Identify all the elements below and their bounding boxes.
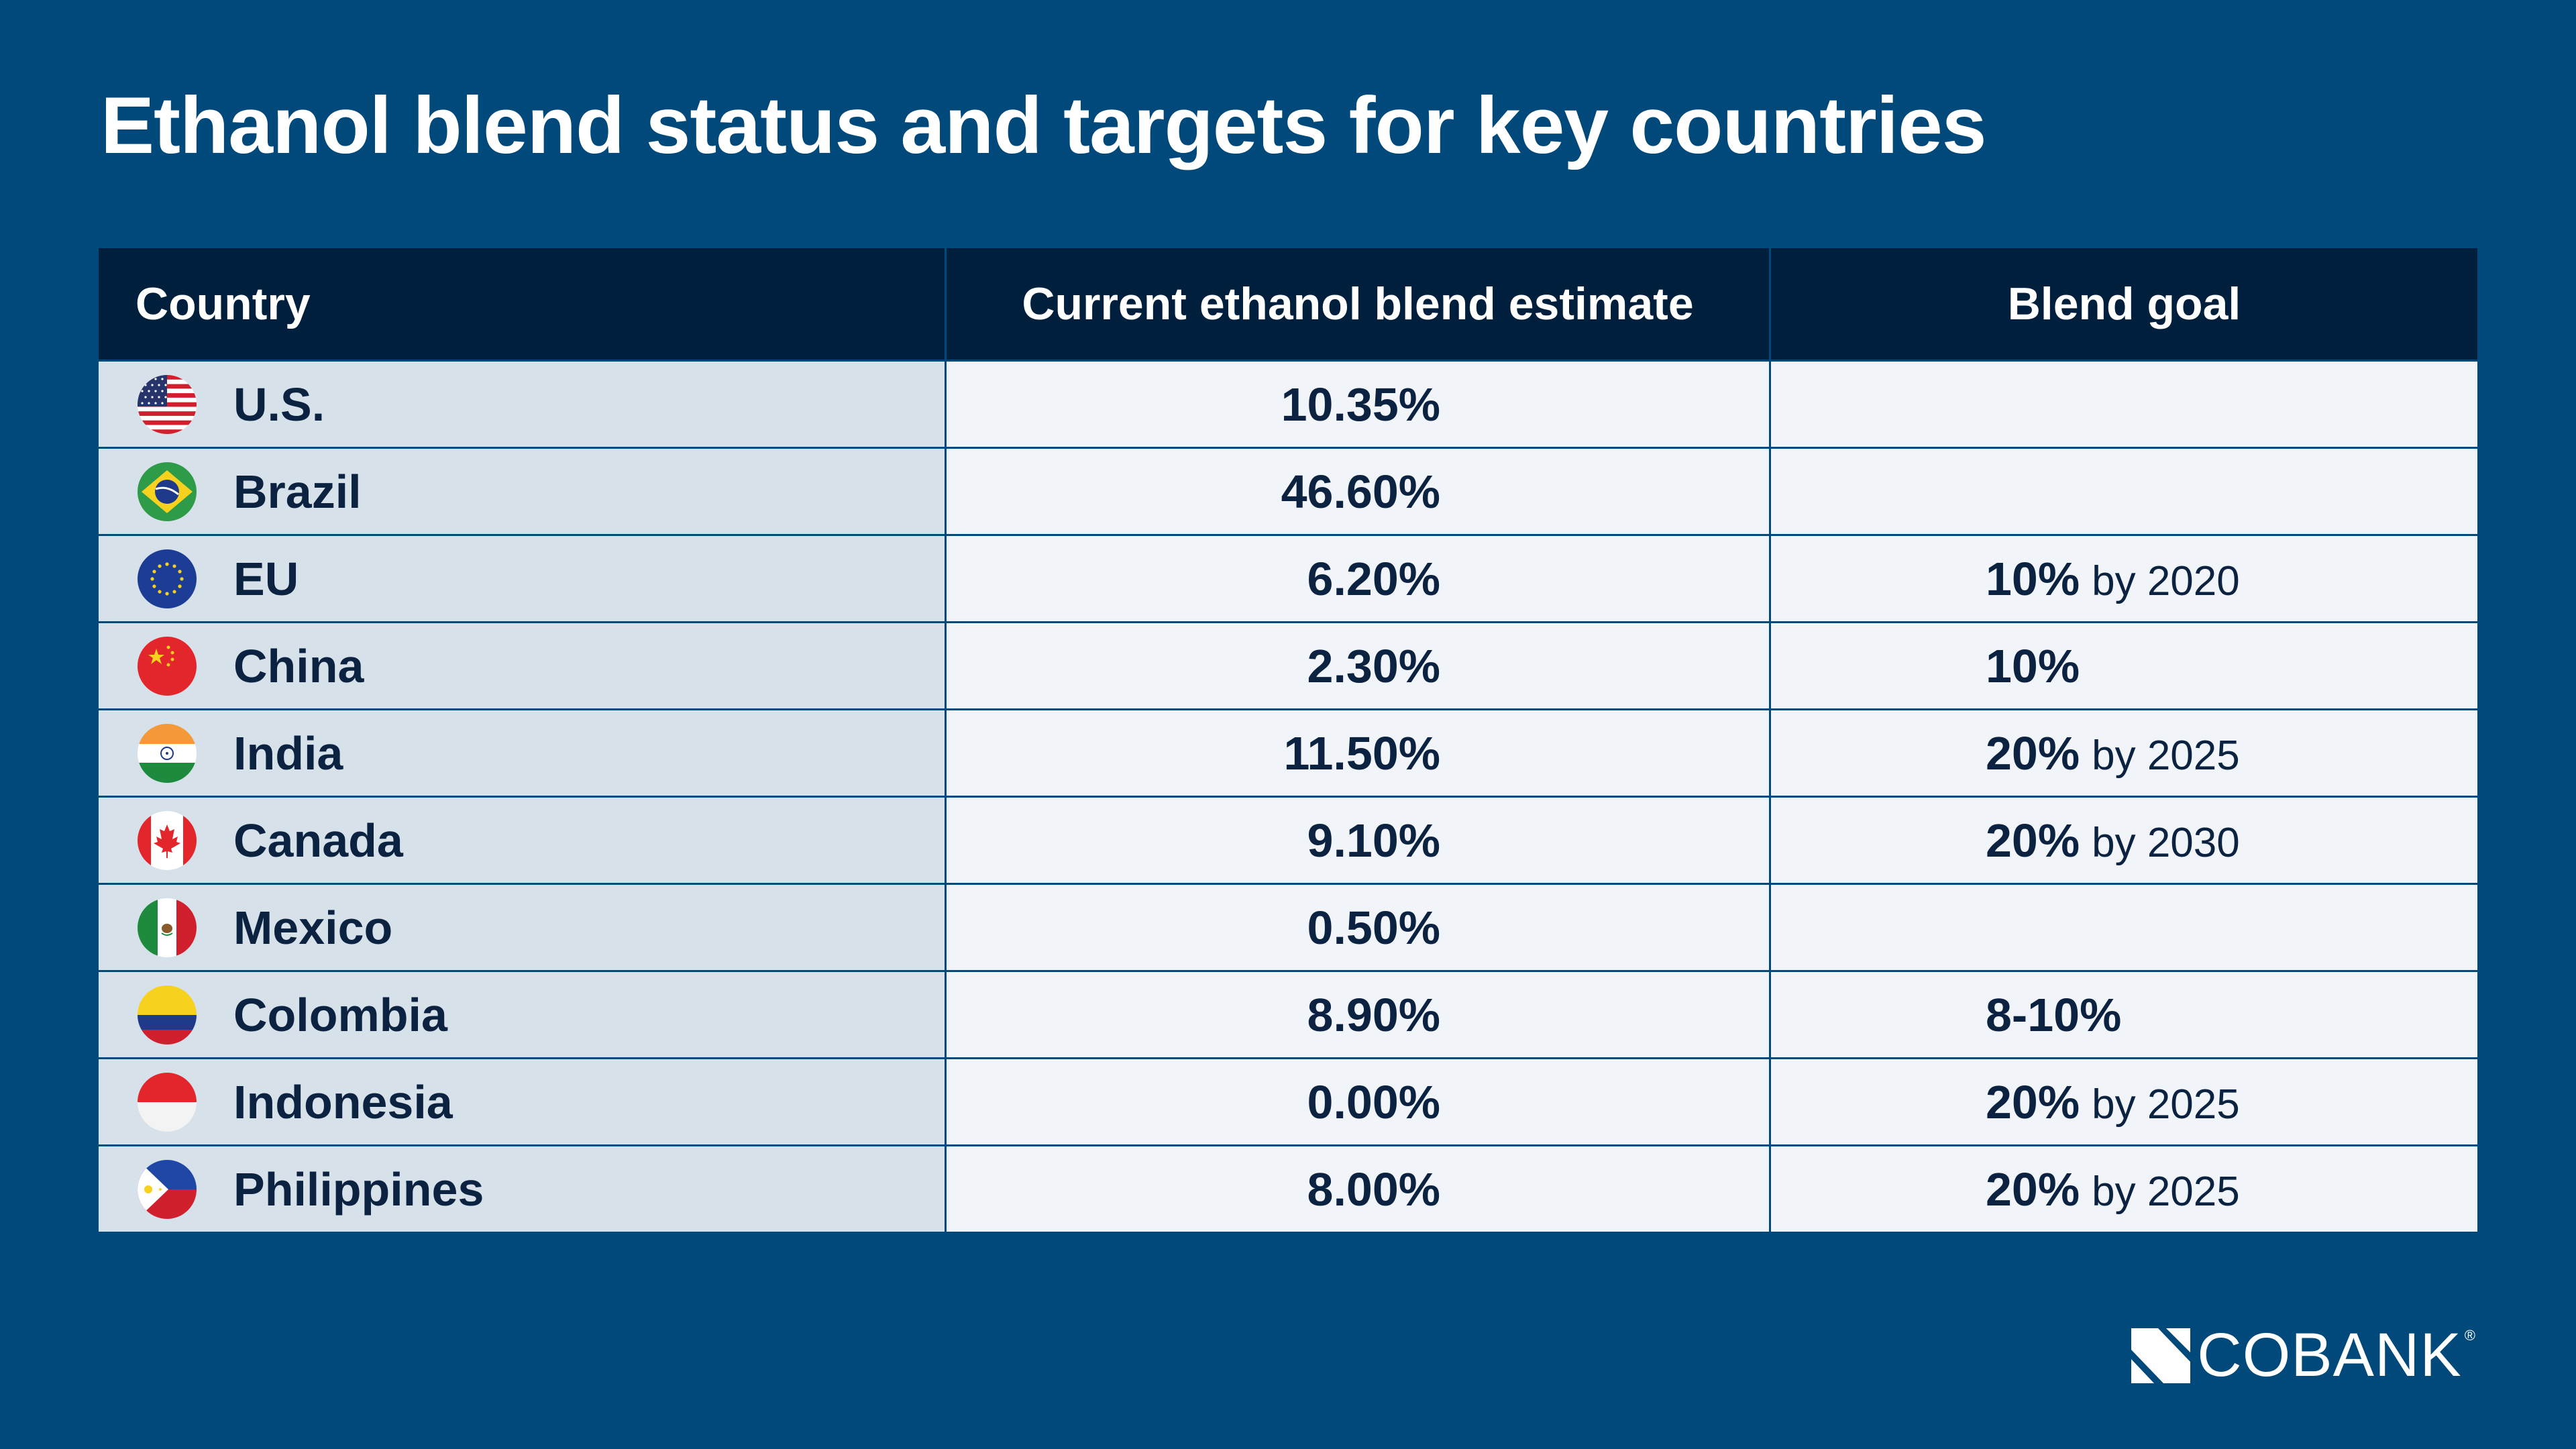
country-name: U.S. [233,378,325,431]
table-row: Canada 9.10% 20% by 2030 [99,796,2477,884]
column-header-country: Country [99,248,947,361]
country-name: Mexico [233,901,393,954]
blend-goal-cell: 20% by 2025 [1770,1057,2477,1146]
blend-goal-value: 20% [1986,1163,2080,1216]
country-cell: EU [99,534,947,623]
current-blend-value: 8.00% [1307,1163,1440,1216]
table-row: China 2.30% 10% [99,621,2477,710]
table-row: Brazil 46.60% [99,447,2477,535]
blend-goal-cell [1770,883,2477,971]
table-header-row: Country Current ethanol blend estimate B… [99,248,2477,361]
current-blend-cell: 11.50% [945,708,1771,797]
country-cell: Philippines [99,1144,947,1232]
country-cell: China [99,621,947,710]
table-row: EU 6.20% 10% by 2020 [99,534,2477,623]
table-row: Mexico 0.50% [99,883,2477,971]
column-header-current-blend: Current ethanol blend estimate [945,248,1771,361]
blend-goal-cell: 20% by 2025 [1770,1144,2477,1232]
indonesia-flag-icon [138,1072,197,1132]
current-blend-value: 2.30% [1307,639,1440,692]
current-blend-value: 9.10% [1307,814,1440,867]
blend-goal-suffix: by 2025 [2092,1081,2240,1128]
chart-title: Ethanol blend status and targets for key… [101,80,1987,170]
country-name: China [233,639,364,692]
mexico-flag-icon [138,898,197,957]
blend-goal-cell [1770,360,2477,448]
table-row: Colombia 8.90% 8-10% [99,970,2477,1059]
us-flag-icon [138,374,197,434]
current-blend-value: 0.50% [1307,901,1440,954]
country-cell: Colombia [99,970,947,1059]
current-blend-cell: 10.35% [945,360,1771,448]
philippines-flag-icon [138,1159,197,1219]
country-cell: Mexico [99,883,947,971]
blend-goal-suffix: by 2030 [2092,819,2240,866]
india-flag-icon [138,723,197,783]
current-blend-value: 8.90% [1307,988,1440,1041]
current-blend-value: 46.60% [1281,465,1440,518]
blend-goal-cell: 20% by 2025 [1770,708,2477,797]
blend-goal-cell [1770,447,2477,535]
cobank-logo-icon [2131,1328,2191,1383]
blend-goal-value: 8-10% [1986,988,2122,1041]
blend-goal-value: 20% [1986,814,2080,867]
country-cell: Indonesia [99,1057,947,1146]
blend-goal-value: 20% [1986,1075,2080,1128]
colombia-flag-icon [138,985,197,1044]
blend-goal-cell: 10% [1770,621,2477,710]
country-name: Canada [233,814,403,867]
brazil-flag-icon [138,462,197,521]
logo-wordmark: COBANK [2197,1321,2462,1389]
country-cell: India [99,708,947,797]
blend-goal-suffix: by 2020 [2092,557,2240,604]
blend-goal-cell: 8-10% [1770,970,2477,1059]
current-blend-cell: 0.50% [945,883,1771,971]
current-blend-value: 10.35% [1281,378,1440,431]
table-row: Philippines 8.00% 20% by 2025 [99,1144,2477,1232]
country-name: Brazil [233,465,362,518]
blend-goal-value: 20% [1986,727,2080,780]
logo-registered-mark: ® [2464,1326,2475,1344]
current-blend-value: 6.20% [1307,552,1440,605]
table-row: Indonesia 0.00% 20% by 2025 [99,1057,2477,1146]
current-blend-cell: 2.30% [945,621,1771,710]
current-blend-cell: 0.00% [945,1057,1771,1146]
ethanol-blend-table: Country Current ethanol blend estimate B… [99,248,2477,1232]
current-blend-value: 11.50% [1283,727,1440,780]
eu-flag-icon [138,549,197,608]
table-row: U.S. 10.35% [99,360,2477,448]
blend-goal-value: 10% [1986,552,2080,605]
country-cell: U.S. [99,360,947,448]
blend-goal-suffix: by 2025 [2092,1168,2240,1215]
current-blend-cell: 8.00% [945,1144,1771,1232]
canada-flag-icon [138,810,197,870]
blend-goal-cell: 10% by 2020 [1770,534,2477,623]
blend-goal-cell: 20% by 2030 [1770,796,2477,884]
blend-goal-value: 10% [1986,639,2080,692]
column-header-blend-goal: Blend goal [1770,248,2477,361]
country-cell: Brazil [99,447,947,535]
table-row: India 11.50% 20% by 2025 [99,708,2477,797]
current-blend-cell: 46.60% [945,447,1771,535]
china-flag-icon [138,636,197,696]
country-name: Indonesia [233,1075,453,1128]
country-name: Philippines [233,1163,484,1216]
table-body: U.S. 10.35% Brazil 46.60% EU 6.20% 10% by… [99,360,2477,1232]
blend-goal-suffix: by 2025 [2092,732,2240,779]
country-name: EU [233,552,299,605]
cobank-logo: COBANK ® [2131,1320,2475,1391]
current-blend-cell: 6.20% [945,534,1771,623]
current-blend-cell: 9.10% [945,796,1771,884]
country-cell: Canada [99,796,947,884]
country-name: Colombia [233,988,447,1041]
current-blend-cell: 8.90% [945,970,1771,1059]
current-blend-value: 0.00% [1307,1075,1440,1128]
country-name: India [233,727,343,780]
